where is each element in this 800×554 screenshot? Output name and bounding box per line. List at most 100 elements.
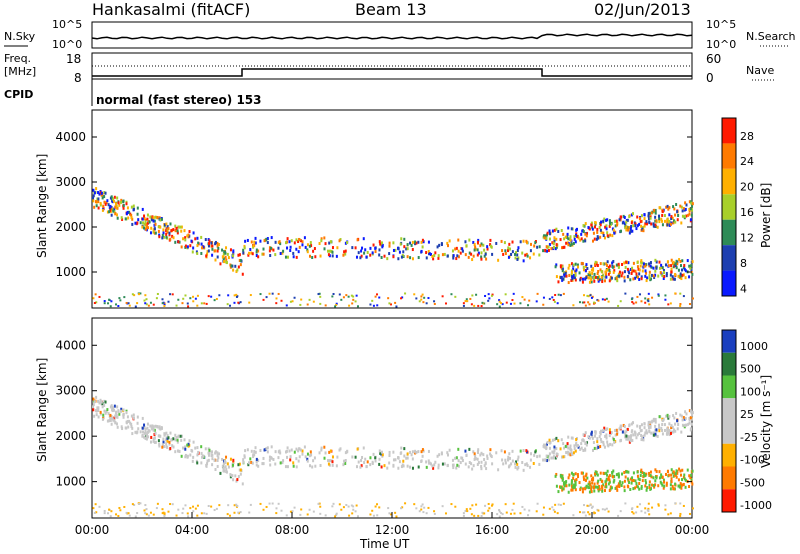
power-echo-cell — [528, 300, 530, 302]
velocity-echo-cell — [394, 512, 396, 514]
velocity-echo-cell — [275, 512, 277, 514]
power-echo-cell — [229, 305, 231, 307]
velocity-echo-cell — [637, 433, 639, 436]
power-echo-cell — [557, 302, 559, 304]
velocity-echo-cell — [555, 475, 557, 478]
velocity-echo-cell — [415, 507, 417, 509]
power-echo-cell — [628, 271, 630, 274]
velocity-echo-cell — [673, 470, 675, 473]
velocity-echo-cell — [397, 467, 399, 470]
velocity-echo-cell — [616, 473, 618, 476]
velocity-echo-cell — [392, 465, 394, 468]
velocity-echo-cell — [144, 512, 146, 514]
power-echo-cell — [644, 297, 646, 299]
velocity-echo-cell — [117, 515, 119, 517]
power-echo-cell — [118, 297, 120, 299]
power-echo-cell — [196, 237, 198, 240]
power-echo-cell — [553, 236, 555, 239]
power-echo-cell — [632, 277, 634, 280]
power-echo-cell — [689, 303, 691, 305]
power-echo-cell — [596, 228, 598, 231]
velocity-echo-cell — [178, 435, 180, 438]
velocity-echo-cell — [560, 447, 562, 450]
power-echo-cell — [624, 270, 626, 273]
power-echo-cell — [235, 294, 237, 296]
velocity-echo-cell — [123, 506, 125, 508]
power-echo-cell — [637, 265, 639, 268]
power-echo-cell — [627, 229, 629, 232]
power-echo-cell — [583, 230, 585, 233]
power-echo-cell — [157, 293, 159, 295]
velocity-echo-cell — [606, 474, 608, 477]
velocity-echo-cell — [537, 503, 539, 505]
power-echo-cell — [225, 256, 227, 259]
power-echo-cell — [107, 302, 109, 304]
power-echo-cell — [208, 239, 210, 242]
power-echo-cell — [600, 221, 602, 224]
power-echo-cell — [631, 221, 633, 224]
power-echo-cell — [583, 294, 585, 296]
velocity-echo-cell — [587, 511, 589, 513]
velocity-echo-cell — [641, 487, 643, 490]
velocity-echo-cell — [376, 503, 378, 505]
power-echo-cell — [658, 215, 660, 218]
velocity-echo-cell — [659, 415, 661, 418]
power-echo-cell — [664, 294, 666, 296]
power-echo-cell — [640, 220, 642, 223]
velocity-echo-cell — [648, 513, 650, 515]
power-echo-cell — [135, 306, 137, 308]
power-echo-cell — [221, 249, 223, 252]
power-echo-cell — [477, 248, 479, 251]
velocity-echo-cell — [412, 467, 414, 470]
velocity-echo-cell — [222, 465, 224, 468]
power-echo-cell — [513, 293, 515, 295]
power-echo-cell — [263, 299, 265, 301]
power-echo-cell — [183, 229, 185, 232]
colorbar-segment — [722, 376, 736, 399]
power-echo-cell — [674, 214, 676, 217]
power-echo-cell — [331, 295, 333, 297]
velocity-echo-cell — [149, 425, 151, 428]
velocity-echo-cell — [102, 414, 104, 417]
velocity-echo-cell — [192, 460, 194, 463]
power-echo-cell — [548, 249, 550, 252]
velocity-echo-cell — [167, 511, 169, 513]
power-echo-cell — [646, 279, 648, 282]
power-echo-cell — [560, 276, 562, 279]
power-echo-cell — [520, 240, 522, 243]
power-echo-cell — [404, 292, 406, 294]
power-echo-cell — [596, 231, 598, 234]
velocity-echo-cell — [616, 487, 618, 490]
power-echo-cell — [127, 216, 129, 219]
power-echo-cell — [607, 260, 609, 263]
power-echo-cell — [664, 299, 666, 301]
velocity-echo-cell — [407, 465, 409, 468]
velocity-echo-cell — [348, 515, 350, 517]
velocity-echo-cell — [632, 421, 634, 424]
power-echo-cell — [102, 196, 104, 199]
power-echo-cell — [116, 213, 118, 216]
power-echo-cell — [645, 269, 647, 272]
velocity-echo-cell — [287, 465, 289, 468]
power-echo-cell — [194, 237, 196, 240]
power-echo-cell — [153, 216, 155, 219]
velocity-echo-cell — [507, 456, 509, 459]
velocity-echo-cell — [574, 447, 576, 450]
power-echo-cell — [142, 218, 144, 221]
velocity-echo-cell — [591, 507, 593, 509]
power-echo-cell — [277, 247, 279, 250]
power-echo-cell — [629, 278, 631, 281]
power-echo-cell — [328, 253, 330, 256]
power-echo-cell — [177, 299, 179, 301]
power-echo-cell — [538, 253, 540, 256]
power-echo-cell — [653, 267, 655, 270]
power-echo-cell — [568, 267, 570, 270]
power-echo-cell — [214, 250, 216, 253]
power-echo-cell — [585, 222, 587, 225]
power-echo-cell — [555, 238, 557, 241]
power-echo-cell — [606, 227, 608, 230]
power-echo-cell — [412, 241, 414, 244]
power-echo-cell — [125, 217, 127, 220]
velocity-echo-cell — [172, 437, 174, 440]
power-echo-cell — [644, 225, 646, 228]
